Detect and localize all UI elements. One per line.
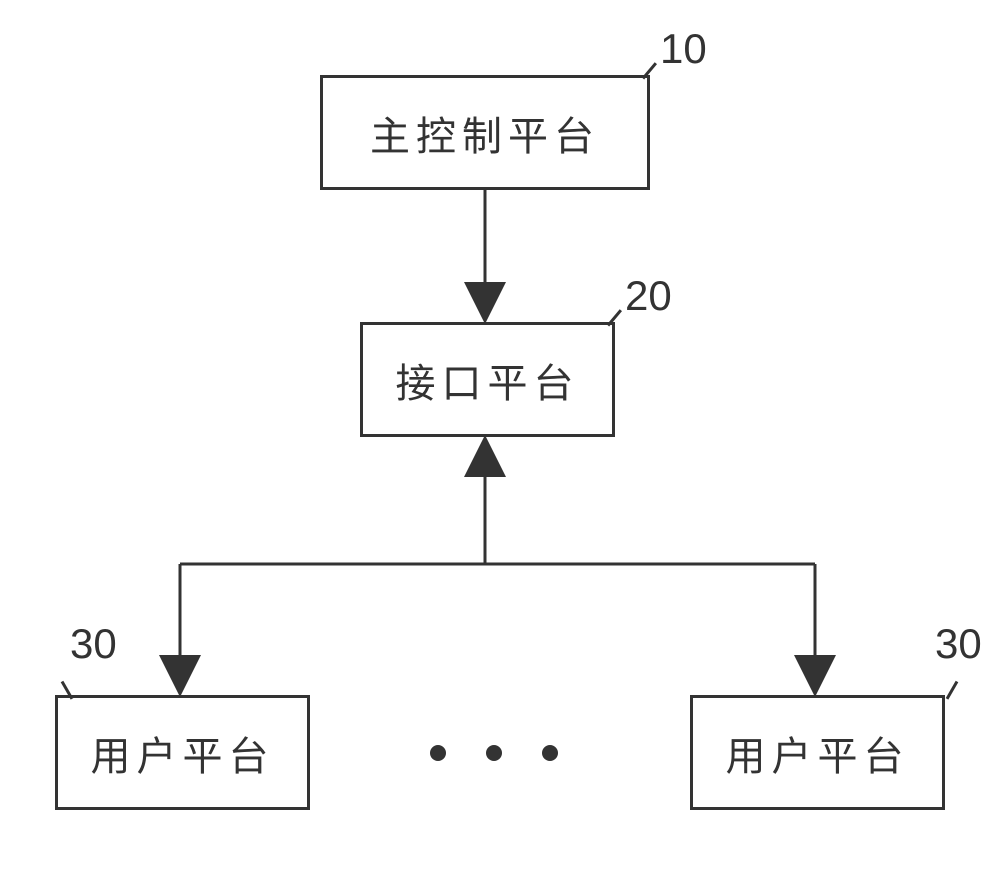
flowchart-diagram: 主控制平台 10 接口平台 20 用户平台 30 用户平台 30 <box>0 0 1000 889</box>
ellipsis <box>430 745 558 761</box>
ellipsis-dot <box>486 745 502 761</box>
ellipsis-dot <box>542 745 558 761</box>
ellipsis-dot <box>430 745 446 761</box>
